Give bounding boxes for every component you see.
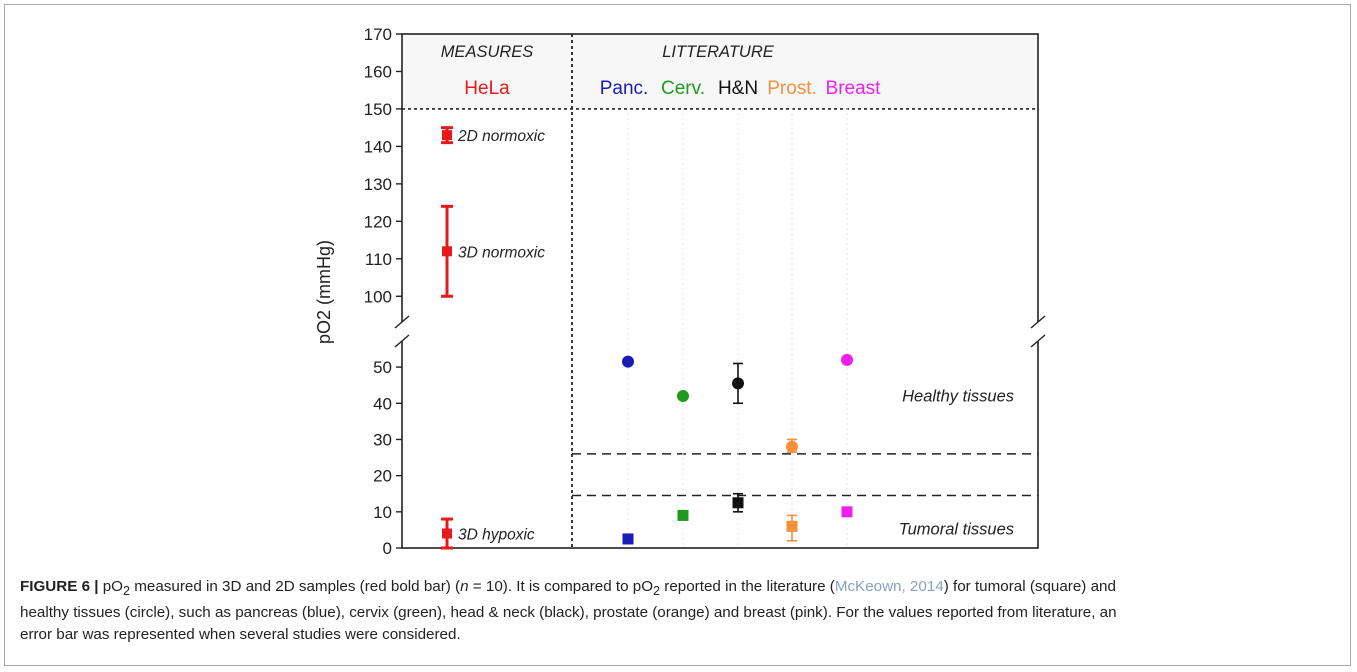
hela-point-2 (442, 246, 452, 257)
axis-break-mark-right-top (1030, 315, 1046, 329)
caption-line-3: error bar was represented when several s… (20, 626, 461, 644)
section-title-literature: LITTERATURE (662, 43, 775, 61)
y-tick-label: 40 (373, 394, 392, 413)
axis-break-mark-left-top (394, 315, 410, 329)
caption-subscript-1: 2 (123, 584, 131, 599)
y-tick-label: 140 (364, 137, 392, 156)
tumoral-point-4 (786, 520, 798, 532)
header-label-2: Cerv. (661, 78, 705, 99)
y-tick-label: 50 (373, 358, 392, 377)
y-tick-label: 0 (383, 539, 392, 558)
y-tick-label: 110 (365, 250, 392, 269)
axis-break-mark-right-bottom (1030, 334, 1046, 348)
header-label-3: H&N (718, 78, 758, 99)
section-title-measures: MEASURES (441, 43, 534, 61)
hela-label-2: 3D normoxic (458, 244, 545, 261)
y-tick-label: 160 (364, 62, 392, 81)
axis-break-gap-right (1035, 322, 1041, 341)
header-band (402, 34, 1038, 109)
header-label-hela: HeLa (464, 78, 510, 99)
caption-text-1d: reported in the literature ( (660, 578, 835, 595)
header-label-4: Prost. (767, 78, 817, 99)
y-tick-label: 10 (373, 503, 392, 522)
chart: 0 10 20 30 40 50 100 110 120 130 140 150 160 170 pO2 (… (314, 25, 1046, 558)
region-label-tumoral: Tumoral tissues (899, 520, 1014, 538)
hela-point-1 (442, 130, 452, 141)
caption-text-1a: pO (98, 578, 123, 595)
caption-n: n (460, 578, 469, 595)
axis-break-mark-left-bottom (394, 334, 410, 348)
healthy-point-4 (786, 440, 798, 453)
hela-label-1: 2D normoxic (457, 128, 545, 145)
figure-frame (4, 4, 1351, 666)
axis-break-gap-left (399, 322, 405, 341)
tumoral-point-1 (622, 533, 634, 545)
caption-reference-link[interactable]: McKeown, 2014 (834, 578, 944, 595)
caption-line-2: healthy tissues (circle), such as pancre… (20, 604, 1117, 622)
healthy-point-1 (622, 355, 634, 368)
y-axis-label: pO2 (mmHg) (314, 240, 334, 344)
y-tick-label: 100 (364, 287, 392, 306)
y-tick-label: 20 (373, 467, 392, 486)
caption-text-1c: = 10). It is compared to pO (468, 578, 654, 595)
caption-text-1e: ) for tumoral (square) and (943, 578, 1116, 595)
caption-text-1b: measured in 3D and 2D samples (red bold … (130, 578, 461, 595)
y-tick-label: 130 (364, 175, 392, 194)
caption-figure-label: FIGURE 6 | (20, 578, 99, 595)
region-label-healthy: Healthy tissues (902, 387, 1014, 405)
caption-subscript-2: 2 (653, 584, 661, 599)
header-label-1: Panc. (600, 78, 649, 99)
hela-point-3 (442, 528, 452, 539)
y-tick-label: 120 (364, 212, 392, 231)
tumoral-point-3 (732, 497, 744, 509)
hela-label-3: 3D hypoxic (458, 527, 535, 544)
plot-frame (401, 33, 1039, 549)
y-tick-label: 170 (364, 25, 392, 44)
figure-caption: FIGURE 6 | pO2 measured in 3D and 2D sam… (20, 576, 1335, 646)
tumoral-point-5 (841, 506, 853, 518)
tumoral-point-2 (677, 509, 689, 521)
caption-line-1: FIGURE 6 | pO2 measured in 3D and 2D sam… (20, 576, 1335, 602)
healthy-point-3 (732, 377, 744, 390)
healthy-point-2 (677, 390, 689, 403)
y-tick-label: 30 (373, 430, 392, 449)
healthy-point-5 (841, 353, 853, 366)
y-tick-label: 150 (364, 100, 392, 119)
header-label-5: Breast (826, 78, 882, 99)
